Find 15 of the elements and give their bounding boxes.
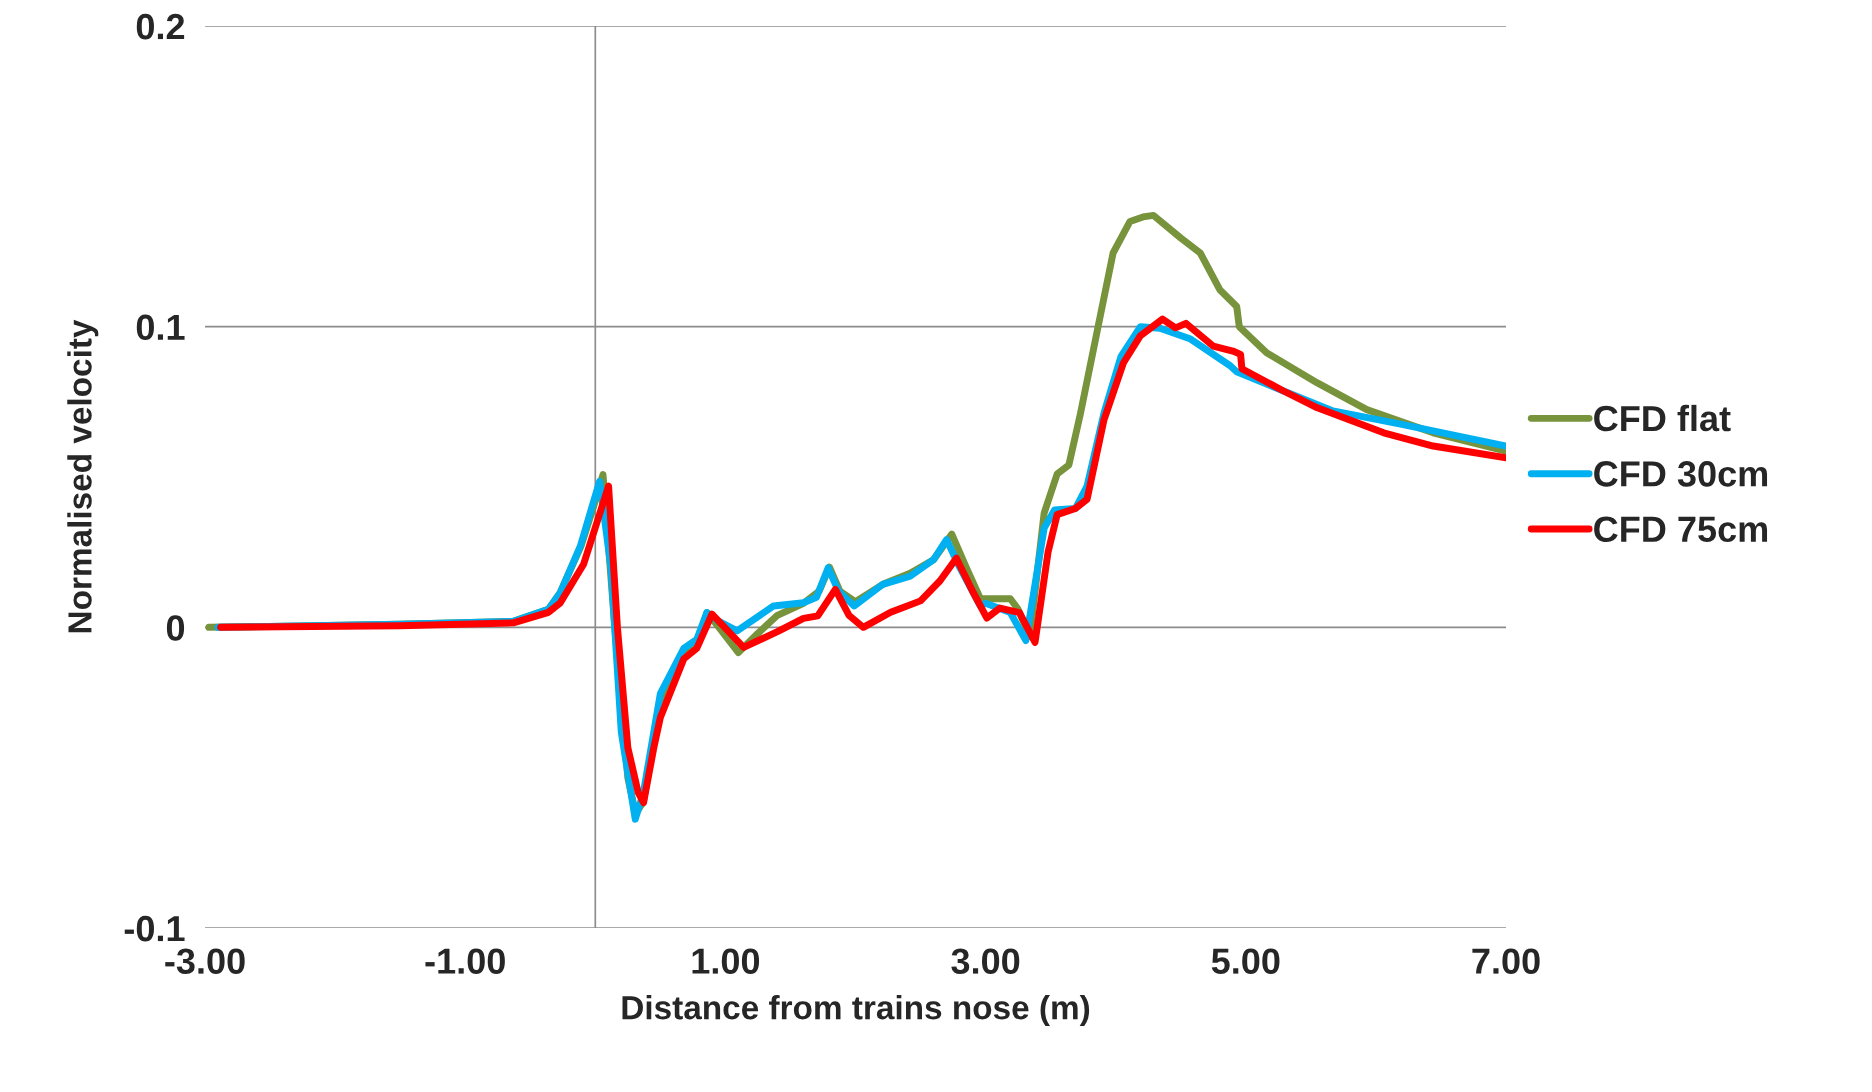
- y-tick-label: 0: [166, 615, 185, 641]
- y-tick-label: 0.2: [136, 13, 185, 40]
- y-tick-label: -0.1: [124, 915, 185, 942]
- x-axis-title: Distance from trains nose (m): [622, 995, 1090, 1027]
- x-tick-label: 1.00: [692, 948, 760, 974]
- legend-label: CFD flat: [1594, 404, 1731, 432]
- x-tick-label: -3.00: [165, 948, 245, 975]
- y-axis-title: Normalised velocity: [67, 319, 99, 633]
- x-tick-label: -1.00: [425, 948, 505, 974]
- legend-label: CFD 75cm: [1594, 516, 1768, 543]
- y-tick-label: 0.1: [136, 314, 185, 341]
- x-tick-label: 7.00: [1472, 948, 1540, 974]
- x-tick-label: 3.00: [951, 948, 1020, 975]
- x-tick-label: 5.00: [1211, 948, 1280, 974]
- legend-label: CFD 30cm: [1594, 461, 1768, 487]
